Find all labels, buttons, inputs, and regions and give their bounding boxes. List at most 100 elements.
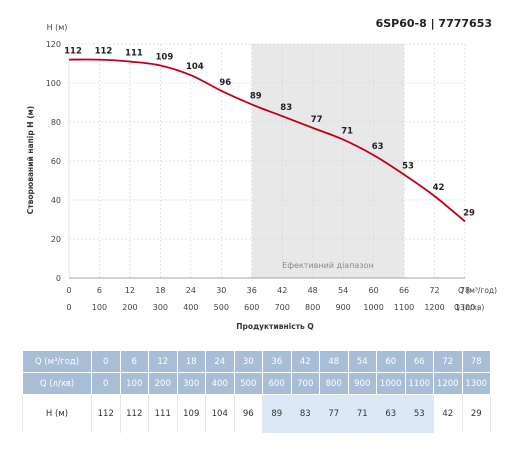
x-axis-title: Продуктивність Q [236,322,313,331]
x-tick-label-top: 36 [247,286,257,295]
y-tick-label: 120 [46,40,61,49]
x-tick-label-bottom: 300 [153,303,168,312]
table-row: H (м) 112 112 111 109 104 96 89 83 77 71 63 53 42 29 [22,394,491,434]
table-cell: 200 [148,372,178,395]
x-tick-label-bottom: 0 [66,303,71,312]
point-label: 71 [341,127,353,137]
point-label: 89 [250,91,262,101]
point-labels: 112 112 111 109 104 96 89 83 77 71 63 53 42 29 [64,47,475,219]
table-cell: 36 [262,350,292,373]
table-cell: 104 [205,394,235,434]
x-tick-label-bottom: 800 [305,303,320,312]
table-cell: 0 [91,350,121,373]
row-label: Q (м³/год) [22,350,92,373]
table-cell: 1200 [433,372,463,395]
point-label: 112 [64,47,82,57]
table-row: Q (л/хв) 0 100 200 300 400 500 600 700 800 900 1000… [22,372,491,395]
table-cell: 78 [461,350,491,373]
table-cell: 54 [347,350,377,373]
table-cell: 53 [404,394,434,434]
x-tick-label-bottom: 600 [244,303,259,312]
x-tick-label-top: 54 [338,286,348,295]
table-cell: 1100 [404,372,434,395]
y-tick-label: 80 [51,118,61,127]
x-tick-label-top: 78 [460,286,470,295]
table-cell: 500 [233,372,263,395]
table-cell: 29 [461,394,491,434]
table-cell: 18 [176,350,206,373]
table-cell: 100 [119,372,149,395]
x-tick-label-top: 0 [66,286,71,295]
point-label: 111 [125,49,143,59]
x-tick-label-top: 66 [399,286,409,295]
x-tick-label-top: 30 [216,286,226,295]
row-label: H (м) [22,394,92,434]
table-cell: 800 [319,372,349,395]
x-tick-label-bottom: 1300 [455,303,475,312]
point-label: 63 [372,142,384,152]
table-cell: 63 [376,394,406,434]
x-unit-label-bottom: Q (л/хв) [454,303,484,312]
grid [68,43,466,278]
x-tick-label-top: 60 [369,286,379,295]
y-tick-label: 100 [46,79,61,88]
table-cell: 6 [119,350,149,373]
head-curve [68,58,466,223]
x-tick-label-bottom: 1100 [394,303,414,312]
y-unit-label: H (м) [47,23,68,32]
table-cell: 1000 [376,372,406,395]
y-axis-title: Створюваний напір H (м) [26,106,35,214]
x-tick-label-bottom: 100 [92,303,107,312]
table-cell: 42 [290,350,320,373]
table-cell: 109 [176,394,206,434]
row-label: Q (л/хв) [22,372,92,395]
efficient-range-label: Ефективний діапазон [282,261,374,270]
model-title: 6SP60-8 | 7777653 [375,17,492,30]
x-tick-label-top: 18 [155,286,165,295]
table-cell: 112 [119,394,149,434]
x-tick-label-bottom: 500 [214,303,229,312]
x-tick-label-top: 24 [186,286,196,295]
point-label: 104 [186,62,204,72]
x-tick-label-bottom: 1200 [424,303,444,312]
x-axis-ticks: 0 0 6 100 12 200 18 300 24 400 30 500 36 600 42 700 48 80… [66,286,475,312]
table-cell: 112 [91,394,121,434]
table-cell: 66 [404,350,434,373]
x-tick-label-bottom: 400 [183,303,198,312]
table-cell: 700 [290,372,320,395]
table-cell: 77 [319,394,349,434]
table-cell: 12 [148,350,178,373]
table-cell: 96 [233,394,263,434]
x-unit-label-top: Q (м³/год) [458,286,497,295]
table-cell: 600 [262,372,292,395]
point-label: 112 [95,47,113,57]
x-tick-label-top: 72 [429,286,439,295]
performance-table: Q (м³/год) 0 6 12 18 24 30 36 42 48 54 60 66 72 78 Q (л… [22,350,491,434]
point-label: 77 [311,115,323,125]
x-tick-label-bottom: 700 [275,303,290,312]
y-tick-label: 0 [56,274,61,283]
x-tick-label-bottom: 1000 [363,303,383,312]
point-label: 42 [433,183,445,193]
x-tick-label-top: 6 [97,286,102,295]
table-cell: 60 [376,350,406,373]
y-tick-label: 40 [51,196,61,205]
table-row: Q (м³/год) 0 6 12 18 24 30 36 42 48 54 60 66 72 78 [22,350,491,373]
table-cell: 48 [319,350,349,373]
table-cell: 900 [347,372,377,395]
table-cell: 24 [205,350,235,373]
table-cell: 0 [91,372,121,395]
x-tick-label-top: 42 [277,286,287,295]
table-cell: 42 [433,394,463,434]
point-label: 53 [402,162,414,172]
y-axis-ticks: 0 20 40 60 80 100 120 [46,40,61,283]
x-tick-label-bottom: 900 [336,303,351,312]
table-cell: 300 [176,372,206,395]
table-cell: 83 [290,394,320,434]
point-label: 96 [219,78,231,88]
x-tick-label-bottom: 200 [122,303,137,312]
point-label: 83 [280,103,292,113]
table-cell: 71 [347,394,377,434]
point-label: 109 [156,52,174,62]
